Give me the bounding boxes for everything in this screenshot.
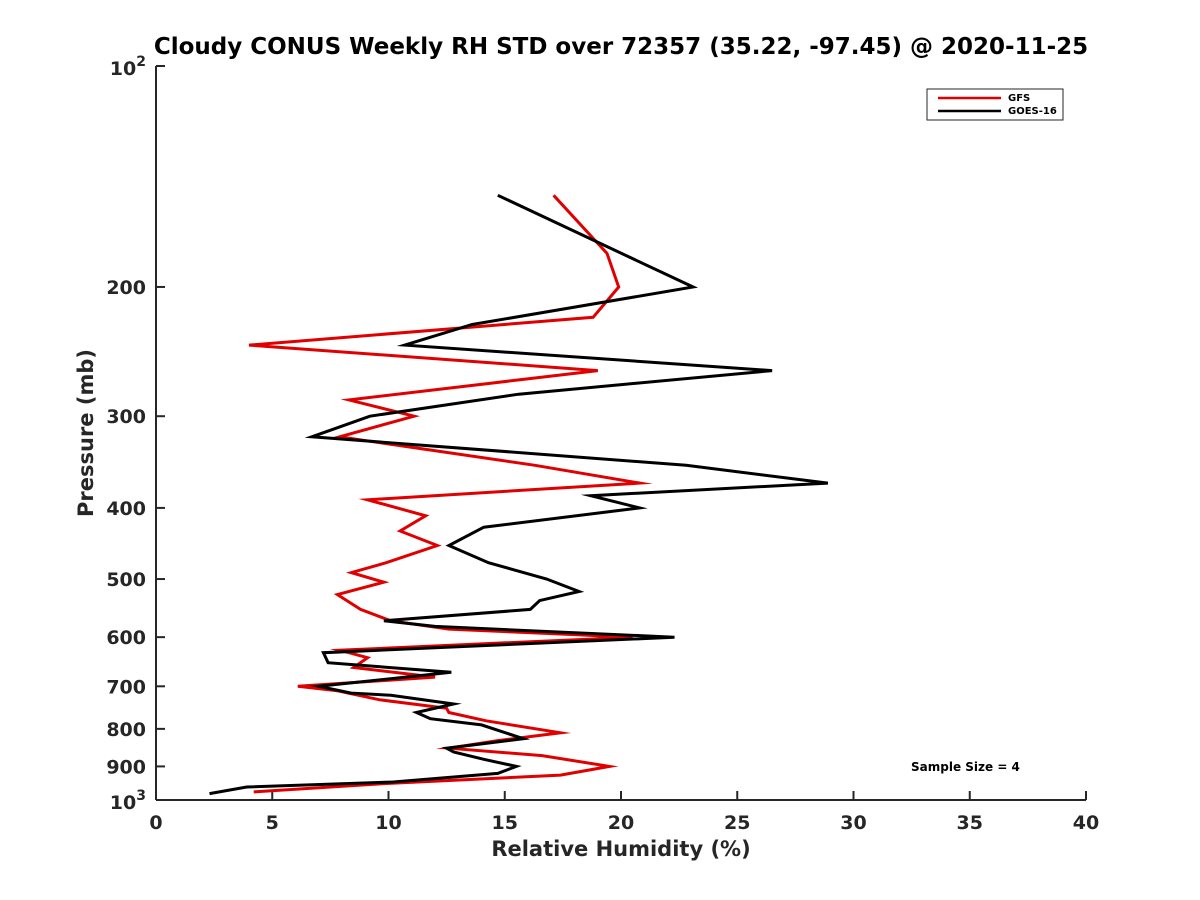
y-tick-label-exponent: 2 <box>136 54 146 70</box>
y-tick-label: 500 <box>106 569 146 591</box>
x-tick-label: 15 <box>492 812 518 834</box>
legend-label-goes16: GOES-16 <box>1008 106 1057 117</box>
y-tick-label: 103 <box>110 788 146 814</box>
x-tick-label: 10 <box>375 812 401 834</box>
legend-box <box>926 88 1064 121</box>
legend: GFS GOES-16 <box>926 88 1064 121</box>
y-tick-label: 400 <box>106 498 146 520</box>
y-tick-label: 800 <box>106 719 146 741</box>
x-axis-label: Relative Humidity (%) <box>491 837 750 861</box>
y-tick-label: 300 <box>106 406 146 428</box>
y-tick-label: 700 <box>106 676 146 698</box>
x-tick-label: 0 <box>149 812 162 834</box>
x-tick-label: 20 <box>608 812 634 834</box>
y-tick-label: 102 <box>110 54 146 80</box>
y-tick-label-exponent: 3 <box>136 788 146 804</box>
x-tick-label: 5 <box>266 812 279 834</box>
x-tick-label: 30 <box>840 812 866 834</box>
x-tick-label: 35 <box>957 812 983 834</box>
x-tick-label: 40 <box>1073 812 1099 834</box>
plot-area: 0 5 10 15 20 25 30 35 40 10220030040050060070080… <box>106 54 1099 834</box>
series-line-goes16 <box>209 193 829 796</box>
y-tick-label: 600 <box>106 627 146 649</box>
y-tick-label-base: 10 <box>110 792 136 814</box>
y-tick-label-base: 10 <box>110 58 136 80</box>
chart-title: Cloudy CONUS Weekly RH STD over 72357 (3… <box>154 34 1088 60</box>
x-ticks: 0 5 10 15 20 25 30 35 40 <box>149 791 1099 834</box>
y-axis-label: Pressure (mb) <box>74 349 98 517</box>
series-lines <box>209 193 829 796</box>
legend-label-gfs: GFS <box>1008 93 1030 104</box>
y-tick-label: 200 <box>106 277 146 299</box>
x-tick-label: 25 <box>724 812 750 834</box>
sample-size-annotation: Sample Size = 4 <box>911 760 1020 774</box>
y-tick-label: 900 <box>106 756 146 778</box>
